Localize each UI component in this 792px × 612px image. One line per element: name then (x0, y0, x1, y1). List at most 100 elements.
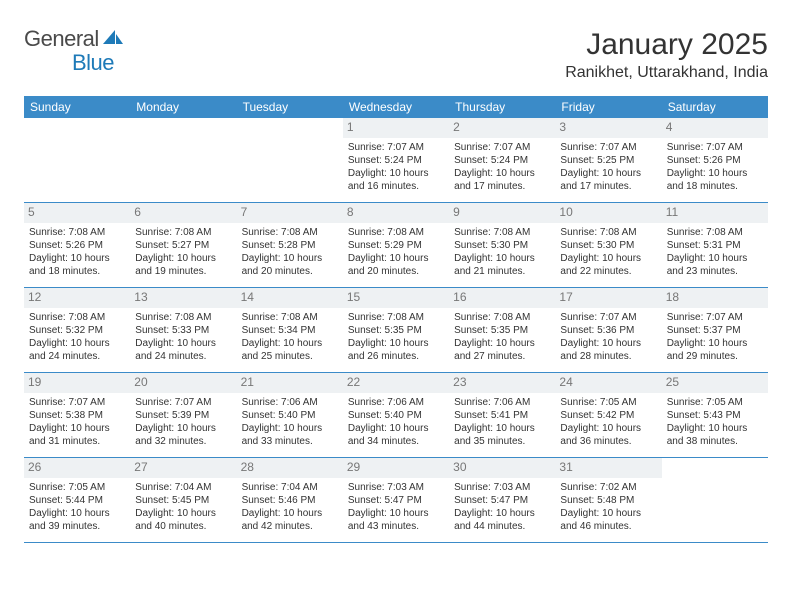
day-number: 17 (555, 288, 661, 308)
day-number: 23 (449, 373, 555, 393)
day-cell: 29Sunrise: 7:03 AMSunset: 5:47 PMDayligh… (343, 458, 449, 542)
weekday-header-row: SundayMondayTuesdayWednesdayThursdayFrid… (24, 96, 768, 118)
daylight-line: Daylight: 10 hours and 17 minutes. (454, 167, 550, 193)
daylight-line: Daylight: 10 hours and 17 minutes. (560, 167, 656, 193)
daylight-line: Daylight: 10 hours and 40 minutes. (135, 507, 231, 533)
daylight-line: Daylight: 10 hours and 29 minutes. (667, 337, 763, 363)
day-cell: 16 Sunrise: 7:08 AMSunset: 5:35 PMDayligh… (449, 288, 555, 372)
sunset-line: Sunset: 5:30 PM (454, 239, 550, 252)
day-cell: 21 Sunrise: 7:06 AMSunset: 5:40 PMDayligh… (237, 373, 343, 457)
sunset-line: Sunset: 5:43 PM (667, 409, 763, 422)
day-number: 3 (555, 118, 661, 138)
sunset-line: Sunset: 5:24 PM (348, 154, 444, 167)
daylight-line: Daylight: 10 hours and 36 minutes. (560, 422, 656, 448)
day-cell: 7Sunrise: 7:08 AMSunset: 5:28 PMDaylight… (237, 203, 343, 287)
day-number: 1 (343, 118, 449, 138)
daylight-line: Daylight: 10 hours and 25 minutes. (242, 337, 338, 363)
daylight-line: Daylight: 10 hours and 22 minutes. (560, 252, 656, 278)
day-number: 29 (343, 458, 449, 478)
daylight-line: Daylight: 10 hours and 33 minutes. (242, 422, 338, 448)
sunset-line: Sunset: 5:28 PM (242, 239, 338, 252)
weekday-sunday: Sunday (24, 96, 130, 118)
daylight-line: Daylight: 10 hours and 34 minutes. (348, 422, 444, 448)
day-cell: 3 Sunrise: 7:07 AMSunset: 5:25 PMDaylight… (555, 118, 661, 202)
day-cell: 1 Sunrise: 7:07 AMSunset: 5:24 PMDaylight… (343, 118, 449, 202)
sunset-line: Sunset: 5:48 PM (560, 494, 656, 507)
day-number: 13 (130, 288, 236, 308)
day-number: 28 (237, 458, 343, 478)
location-text: Ranikhet, Uttarakhand, India (565, 64, 768, 82)
sunset-line: Sunset: 5:35 PM (454, 324, 550, 337)
day-number: 27 (130, 458, 236, 478)
sunrise-line: Sunrise: 7:08 AM (348, 311, 444, 324)
daylight-line: Daylight: 10 hours and 23 minutes. (667, 252, 763, 278)
day-number: 21 (237, 373, 343, 393)
sunrise-line: Sunrise: 7:06 AM (348, 396, 444, 409)
sunrise-line: Sunrise: 7:07 AM (348, 141, 444, 154)
daylight-line: Daylight: 10 hours and 32 minutes. (135, 422, 231, 448)
sunset-line: Sunset: 5:33 PM (135, 324, 231, 337)
daylight-line: Daylight: 10 hours and 27 minutes. (454, 337, 550, 363)
header: GeneralBlue January 2025 Ranikhet, Uttar… (24, 28, 768, 82)
day-number: 5 (24, 203, 130, 223)
sunrise-line: Sunrise: 7:03 AM (454, 481, 550, 494)
day-cell: 10 Sunrise: 7:08 AMSunset: 5:30 PMDayligh… (555, 203, 661, 287)
daylight-line: Daylight: 10 hours and 18 minutes. (29, 252, 125, 278)
weekday-thursday: Thursday (449, 96, 555, 118)
sunrise-line: Sunrise: 7:08 AM (560, 226, 656, 239)
day-cell: 19Sunrise: 7:07 AMSunset: 5:38 PMDayligh… (24, 373, 130, 457)
sunrise-line: Sunrise: 7:05 AM (560, 396, 656, 409)
day-number: 20 (130, 373, 236, 393)
day-cell: 24Sunrise: 7:05 AMSunset: 5:42 PMDayligh… (555, 373, 661, 457)
daylight-line: Daylight: 10 hours and 28 minutes. (560, 337, 656, 363)
title-block: January 2025 Ranikhet, Uttarakhand, Indi… (565, 28, 768, 82)
daylight-line: Daylight: 10 hours and 44 minutes. (454, 507, 550, 533)
day-number: 25 (662, 373, 768, 393)
day-cell: 13Sunrise: 7:08 AMSunset: 5:33 PMDayligh… (130, 288, 236, 372)
daylight-line: Daylight: 10 hours and 20 minutes. (348, 252, 444, 278)
day-cell: 27Sunrise: 7:04 AMSunset: 5:45 PMDayligh… (130, 458, 236, 542)
sunrise-line: Sunrise: 7:05 AM (667, 396, 763, 409)
daylight-line: Daylight: 10 hours and 16 minutes. (348, 167, 444, 193)
sunrise-line: Sunrise: 7:08 AM (242, 226, 338, 239)
day-number: 31 (555, 458, 661, 478)
day-number: 16 (449, 288, 555, 308)
day-cell-empty (24, 118, 130, 202)
day-cell: 20Sunrise: 7:07 AMSunset: 5:39 PMDayligh… (130, 373, 236, 457)
sunset-line: Sunset: 5:47 PM (454, 494, 550, 507)
daylight-line: Daylight: 10 hours and 31 minutes. (29, 422, 125, 448)
sunrise-line: Sunrise: 7:07 AM (560, 141, 656, 154)
day-number: 10 (555, 203, 661, 223)
sunrise-line: Sunrise: 7:06 AM (242, 396, 338, 409)
daylight-line: Daylight: 10 hours and 19 minutes. (135, 252, 231, 278)
daylight-line: Daylight: 10 hours and 38 minutes. (667, 422, 763, 448)
sunrise-line: Sunrise: 7:03 AM (348, 481, 444, 494)
sunrise-line: Sunrise: 7:08 AM (454, 311, 550, 324)
day-cell: 2Sunrise: 7:07 AMSunset: 5:24 PMDaylight… (449, 118, 555, 202)
day-cell: 14Sunrise: 7:08 AMSunset: 5:34 PMDayligh… (237, 288, 343, 372)
day-number: 22 (343, 373, 449, 393)
sunrise-line: Sunrise: 7:07 AM (667, 141, 763, 154)
day-cell: 30Sunrise: 7:03 AMSunset: 5:47 PMDayligh… (449, 458, 555, 542)
sunrise-line: Sunrise: 7:05 AM (29, 481, 125, 494)
brand-text-2: Blue (72, 50, 114, 75)
day-cell: 31Sunrise: 7:02 AMSunset: 5:48 PMDayligh… (555, 458, 661, 542)
sunset-line: Sunset: 5:39 PM (135, 409, 231, 422)
daylight-line: Daylight: 10 hours and 35 minutes. (454, 422, 550, 448)
weekday-tuesday: Tuesday (237, 96, 343, 118)
sunset-line: Sunset: 5:30 PM (560, 239, 656, 252)
daylight-line: Daylight: 10 hours and 42 minutes. (242, 507, 338, 533)
day-number: 2 (449, 118, 555, 138)
sunset-line: Sunset: 5:25 PM (560, 154, 656, 167)
day-cell: 25 Sunrise: 7:05 AMSunset: 5:43 PMDayligh… (662, 373, 768, 457)
day-cell: 15Sunrise: 7:08 AMSunset: 5:35 PMDayligh… (343, 288, 449, 372)
sunset-line: Sunset: 5:40 PM (242, 409, 338, 422)
week-row: 26Sunrise: 7:05 AMSunset: 5:44 PMDayligh… (24, 458, 768, 543)
day-cell: 5Sunrise: 7:08 AMSunset: 5:26 PMDaylight… (24, 203, 130, 287)
daylight-line: Daylight: 10 hours and 21 minutes. (454, 252, 550, 278)
month-title: January 2025 (565, 28, 768, 62)
sunrise-line: Sunrise: 7:08 AM (135, 226, 231, 239)
sunrise-line: Sunrise: 7:08 AM (135, 311, 231, 324)
weeks-container: 1Sunrise: 7:07 AMSunset: 5:24 PMDaylight… (24, 118, 768, 543)
sunrise-line: Sunrise: 7:02 AM (560, 481, 656, 494)
